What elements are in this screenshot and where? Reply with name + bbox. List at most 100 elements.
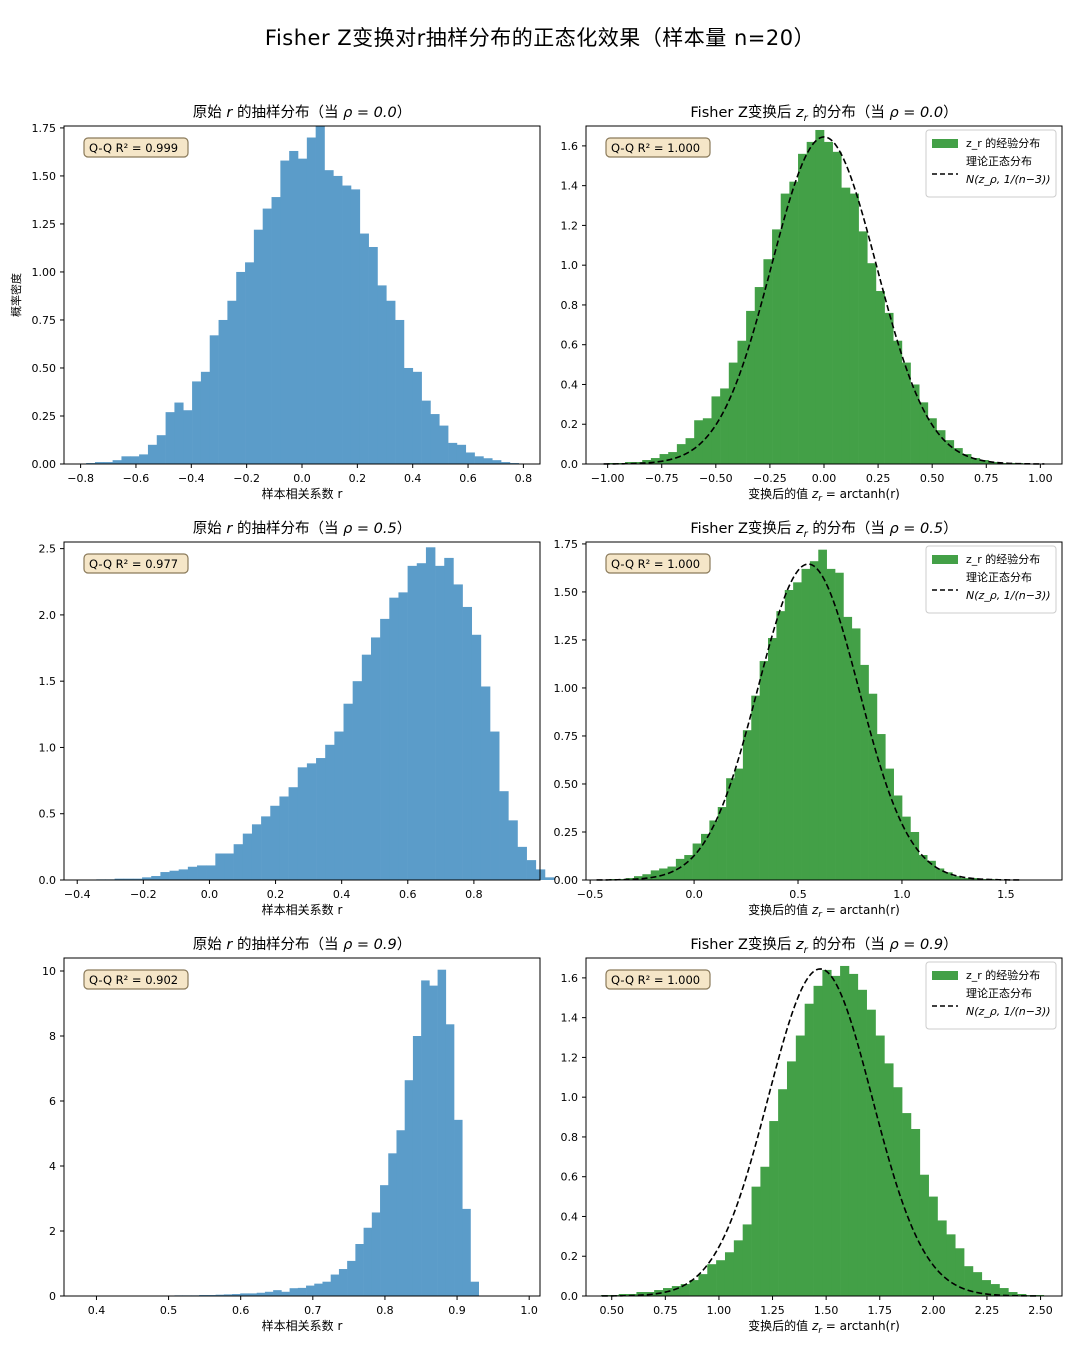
y-tick-label: 0.50 xyxy=(32,362,57,375)
histogram-bar xyxy=(990,1284,1000,1296)
y-tick-label: 1.0 xyxy=(39,741,57,754)
subplot-title: Fisher Z变换后 zr 的分布（当 ρ = 0.9） xyxy=(690,936,957,956)
histogram-bar xyxy=(720,388,730,464)
x-tick-label: −0.5 xyxy=(577,888,604,901)
y-tick-label: 1.6 xyxy=(561,972,579,985)
histogram-bar xyxy=(806,141,816,464)
histogram-bar xyxy=(786,1061,797,1296)
histogram-bar xyxy=(813,985,823,1296)
histogram-bar xyxy=(793,582,802,880)
histogram-bar xyxy=(236,271,246,464)
y-tick-label: 0.50 xyxy=(554,778,579,791)
histogram-bar xyxy=(114,878,125,880)
histogram-bar xyxy=(776,611,786,880)
histogram-bar xyxy=(439,425,449,464)
histogram-bar xyxy=(270,805,280,880)
histogram-bar xyxy=(462,606,473,880)
x-tick-label: 0.2 xyxy=(349,472,367,485)
histogram-bar xyxy=(396,1130,405,1296)
y-tick-label: 0.00 xyxy=(554,874,579,887)
histogram-bar xyxy=(751,695,760,880)
histogram-bar xyxy=(809,561,819,880)
histogram-bar xyxy=(526,860,537,880)
histogram-bar xyxy=(633,462,643,464)
x-axis-label: 样本相关系数 r xyxy=(262,1318,343,1333)
x-tick-label: 0.4 xyxy=(404,472,422,485)
histogram-bar xyxy=(902,816,911,881)
histogram-bar xyxy=(724,1252,735,1296)
y-tick-label: 0.4 xyxy=(561,378,579,391)
histogram-bar xyxy=(289,150,299,464)
histogram-bar xyxy=(330,1274,340,1296)
legend-curve-label: 理论正态分布 xyxy=(966,570,1032,584)
y-tick-label: 1.4 xyxy=(561,1012,579,1025)
histogram-bar xyxy=(342,185,352,464)
histogram-bar xyxy=(642,874,652,880)
qq-annotation-box xyxy=(605,969,711,990)
histogram-bar xyxy=(412,371,422,464)
histogram-bar xyxy=(685,438,695,464)
legend-histogram-label: z_r 的经验分布 xyxy=(966,552,1040,566)
histogram-bar xyxy=(843,616,853,880)
x-axis-label: 变换后的值 zr = arctanh(r) xyxy=(748,1318,900,1336)
legend-curve-formula: N(z_ρ, 1/(n−3)) xyxy=(966,173,1051,186)
histogram-bar xyxy=(868,693,878,880)
legend-curve-formula: N(z_ρ, 1/(n−3)) xyxy=(966,1005,1051,1018)
x-tick-label: 0.2 xyxy=(267,888,285,901)
legend-histogram-swatch xyxy=(932,971,958,980)
x-tick-label: 1.0 xyxy=(520,1304,538,1317)
x-axis-label: 样本相关系数 r xyxy=(262,902,343,917)
qq-annotation-box xyxy=(83,137,189,158)
histogram-bar xyxy=(174,402,184,464)
qq-annotation-text: Q-Q R² = 0.977 xyxy=(89,557,178,571)
histogram-bar xyxy=(160,872,170,880)
y-tick-label: 0 xyxy=(49,1290,56,1303)
histogram-bar xyxy=(804,1003,814,1296)
histogram-bar xyxy=(701,833,710,880)
histogram-bar xyxy=(322,1281,331,1296)
x-tick-label: 0.5 xyxy=(789,888,807,901)
histogram-bar xyxy=(937,1220,947,1296)
histogram-bar xyxy=(928,1196,938,1296)
histogram-bar xyxy=(858,231,868,464)
x-tick-label: 0.50 xyxy=(920,472,945,485)
y-tick-label: 4 xyxy=(49,1160,56,1173)
histogram-bar xyxy=(955,1248,965,1296)
histogram-bar xyxy=(1017,1294,1027,1296)
x-tick-label: 1.25 xyxy=(760,1304,785,1317)
histogram-bar xyxy=(876,734,886,880)
histogram-bar xyxy=(851,628,861,880)
histogram-bar xyxy=(370,637,381,880)
histogram-bar xyxy=(675,858,685,881)
y-tick-label: 2.5 xyxy=(39,543,57,556)
histogram-bar xyxy=(264,1291,274,1296)
histogram-bar xyxy=(728,362,738,464)
histogram-bar xyxy=(363,1227,373,1296)
histogram-bar xyxy=(698,1274,708,1296)
histogram-bar xyxy=(262,208,272,464)
histogram-bar xyxy=(960,878,970,880)
histogram-bar xyxy=(306,763,317,880)
histogram-bar xyxy=(972,1272,983,1296)
y-tick-label: 1.25 xyxy=(32,218,57,231)
y-tick-label: 6 xyxy=(49,1095,56,1108)
chart-z_rho09: 0.50 0.75 1.00 1.25 1.50 1.75 2.00 2.25 2.50 0.0 0… xyxy=(561,936,1063,1336)
histogram-bar xyxy=(979,460,989,464)
histogram-bar xyxy=(209,335,219,464)
histogram-bar xyxy=(789,181,799,465)
x-tick-label: 0.4 xyxy=(333,888,351,901)
y-tick-label: 0.25 xyxy=(554,826,579,839)
x-tick-label: 1.5 xyxy=(997,888,1015,901)
histogram-bar xyxy=(192,381,202,464)
histogram-bar xyxy=(717,807,727,880)
histogram-bar xyxy=(642,460,652,464)
histogram-bar xyxy=(474,456,484,464)
histogram-bar xyxy=(398,592,408,880)
histogram-bar xyxy=(445,1024,455,1296)
histogram-bar xyxy=(671,1286,682,1296)
x-tick-label: 1.00 xyxy=(707,1304,732,1317)
histogram-bar xyxy=(919,402,929,464)
histogram-bar xyxy=(832,151,842,464)
y-tick-label: 0.2 xyxy=(561,418,579,431)
